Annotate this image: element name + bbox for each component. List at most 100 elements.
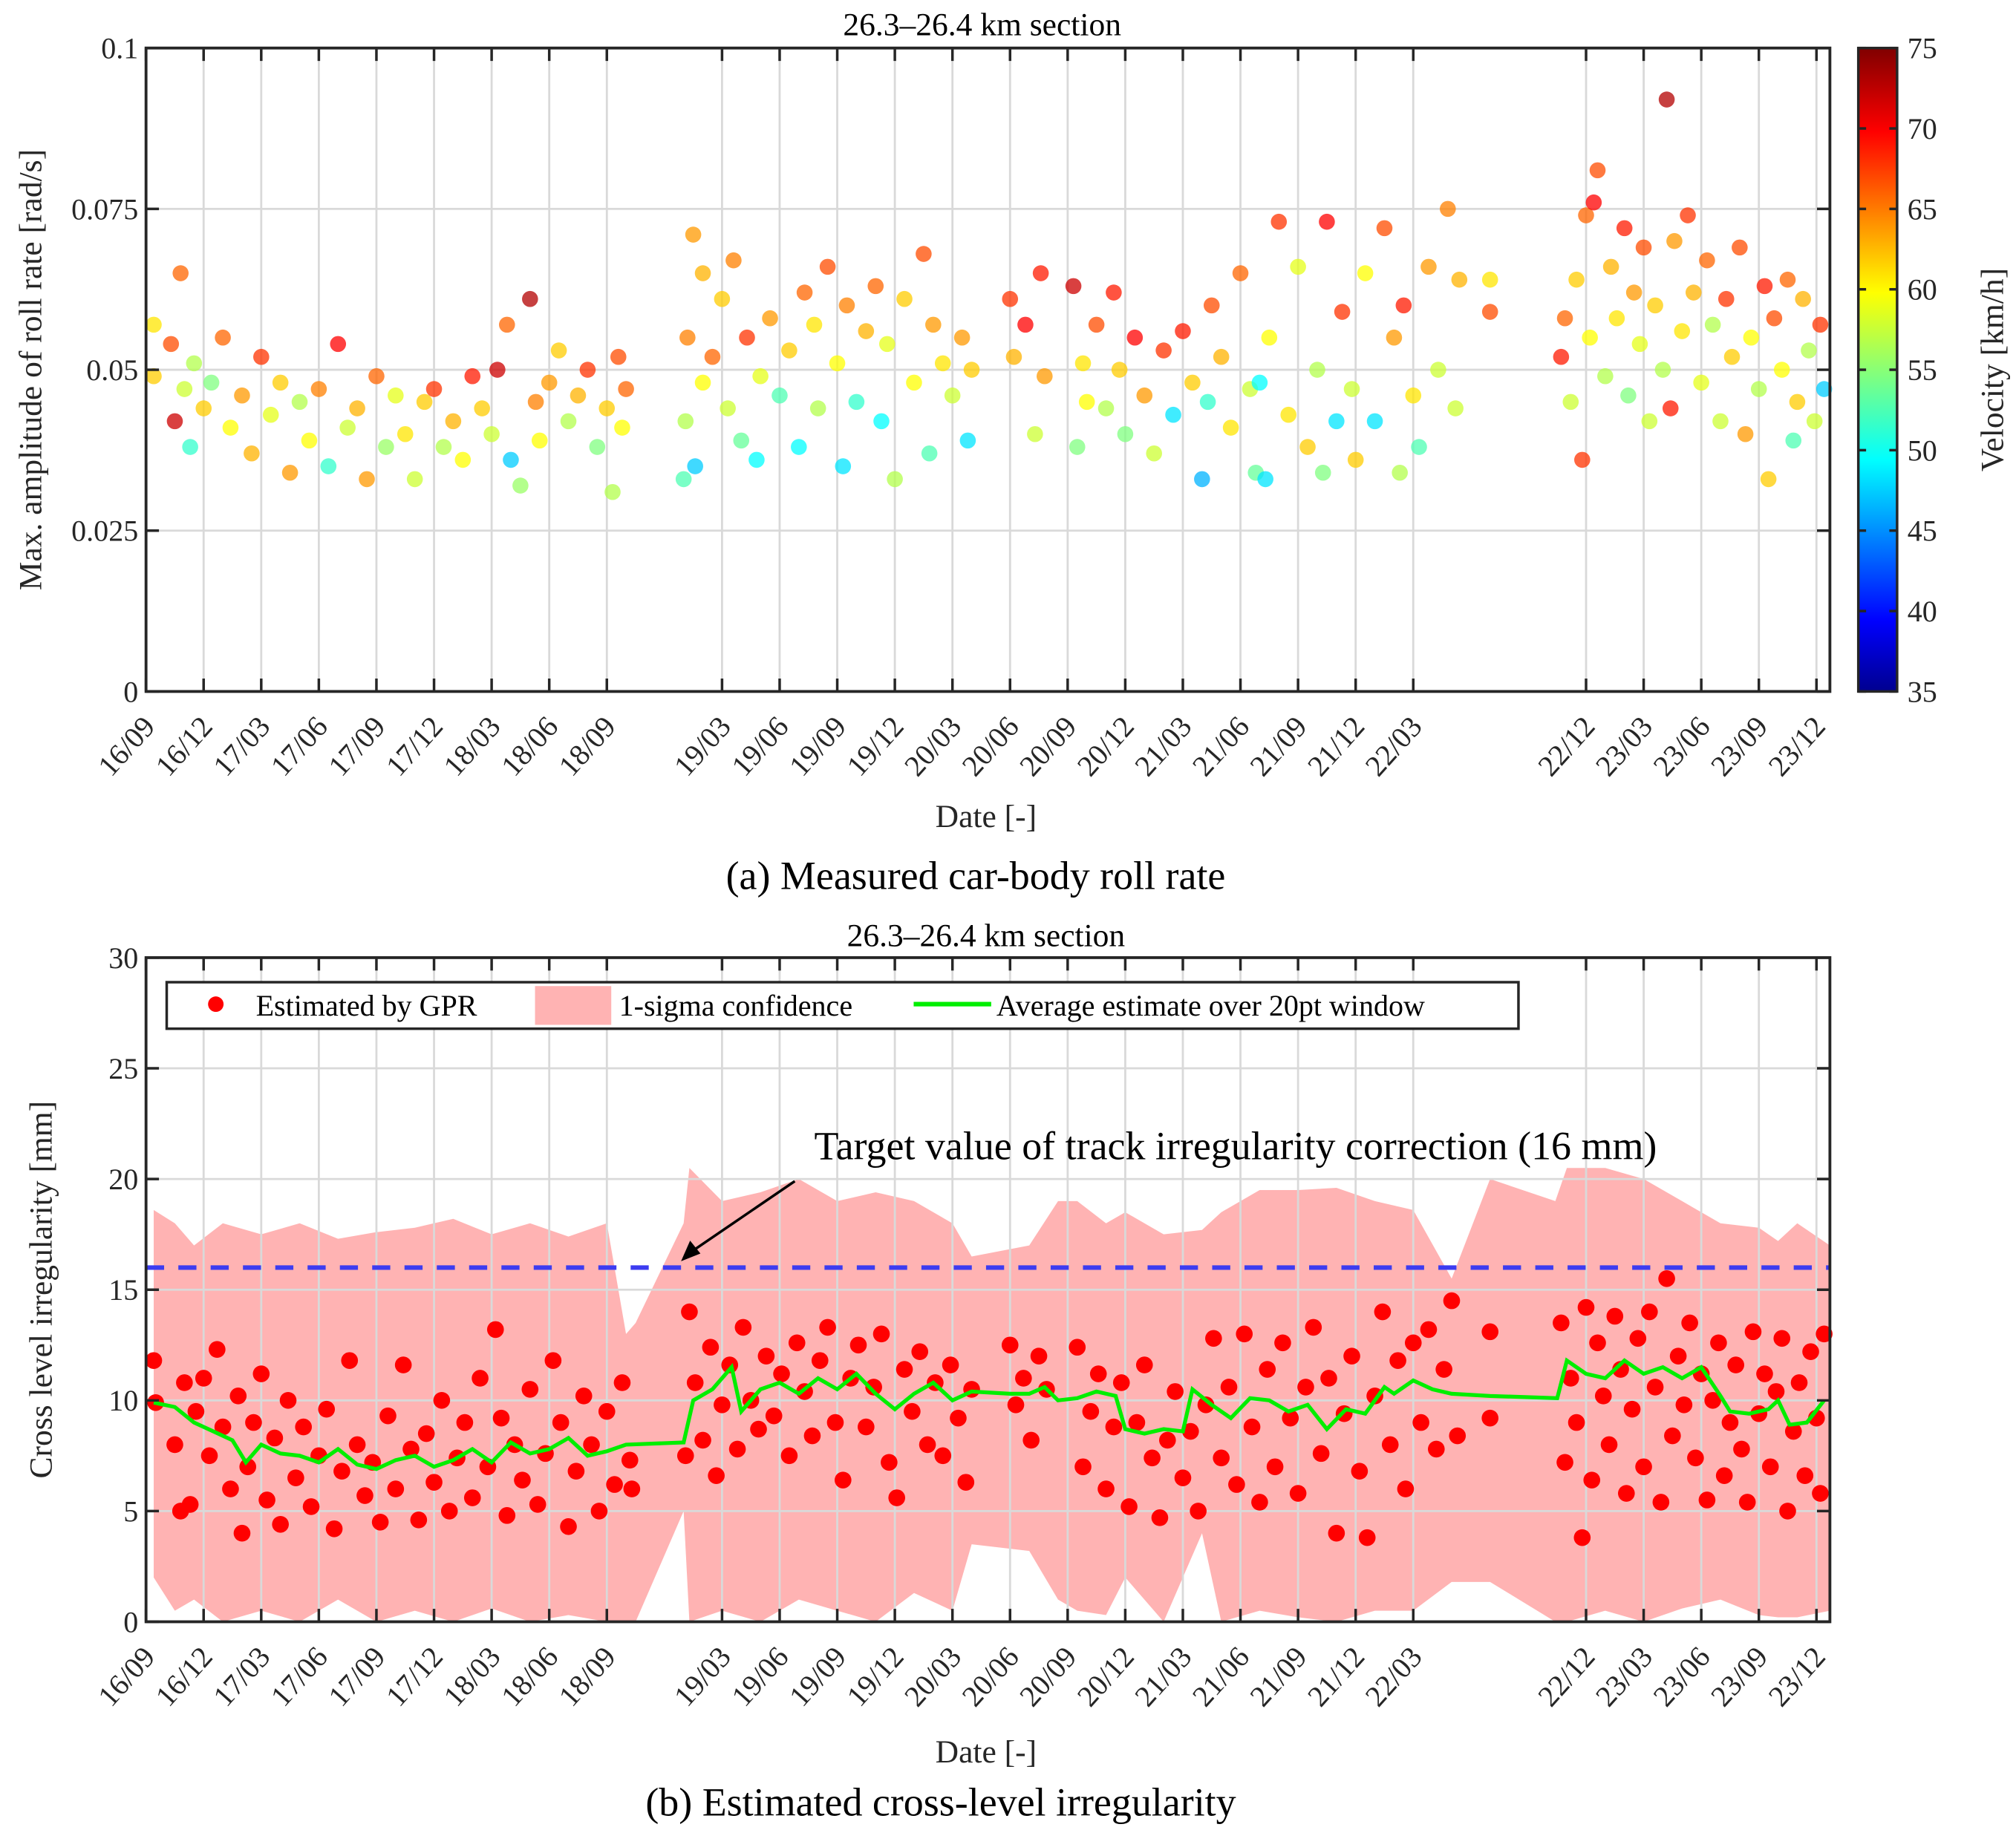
roll-rate-point <box>498 316 515 333</box>
gpr-point <box>819 1318 836 1336</box>
gpr-point <box>702 1339 720 1356</box>
x-tick-label: 17/03 <box>206 1640 276 1713</box>
roll-rate-point <box>806 316 823 333</box>
gpr-point <box>410 1512 428 1529</box>
roll-rate-point <box>1309 362 1325 378</box>
gpr-point <box>387 1480 405 1497</box>
roll-rate-point <box>1257 471 1273 488</box>
gpr-point <box>1481 1409 1499 1427</box>
gpr-point <box>229 1388 247 1405</box>
roll-rate-point <box>1222 419 1239 436</box>
y-tick-label: 0.05 <box>86 353 138 387</box>
gpr-point <box>1243 1418 1261 1436</box>
gpr-point <box>1213 1449 1230 1467</box>
gpr-point <box>1251 1494 1268 1511</box>
roll-rate-point <box>1766 310 1783 327</box>
x-tick-label: 20/09 <box>1013 710 1083 782</box>
roll-rate-point <box>1704 316 1721 333</box>
gpr-point <box>394 1356 412 1373</box>
roll-rate-point <box>944 387 961 404</box>
gpr-point <box>1427 1440 1445 1458</box>
roll-rate-point <box>819 258 836 275</box>
gpr-point <box>728 1440 746 1458</box>
gpr-point <box>272 1515 289 1533</box>
colorbar-tick-label: 70 <box>1908 112 1937 146</box>
x-tick-label: 20/03 <box>898 1640 968 1713</box>
roll-rate-point <box>873 413 890 430</box>
gpr-point <box>1343 1347 1360 1365</box>
roll-rate-point <box>835 458 852 474</box>
roll-rate-point <box>1002 290 1019 307</box>
gpr-point <box>1784 1422 1802 1440</box>
gpr-point <box>834 1471 852 1488</box>
roll-rate-point <box>610 348 627 365</box>
roll-rate-point <box>1666 232 1683 249</box>
y-tick-label: 0.1 <box>101 32 138 65</box>
roll-rate-point <box>1366 413 1383 430</box>
gpr-point <box>1790 1374 1808 1391</box>
roll-rate-point <box>215 329 231 346</box>
roll-rate-point <box>368 367 385 385</box>
roll-rate-point <box>1261 329 1278 346</box>
roll-rate-point <box>1097 400 1115 416</box>
roll-rate-point <box>934 355 951 372</box>
colorbar-tick-label: 65 <box>1908 192 1937 226</box>
y-tick-label: 0.025 <box>71 514 138 548</box>
x-tick-label: 21/12 <box>1301 710 1371 782</box>
roll-rate-point <box>733 432 750 449</box>
roll-rate-point <box>1347 451 1364 468</box>
roll-rate-point <box>579 362 596 378</box>
roll-rate-point <box>234 387 250 404</box>
roll-rate-point <box>906 374 922 391</box>
annotation-arrow <box>681 1180 796 1261</box>
gpr-point <box>266 1429 284 1447</box>
roll-rate-point <box>1074 355 1092 372</box>
roll-rate-point <box>339 419 356 436</box>
gpr-point <box>1397 1480 1415 1497</box>
roll-rate-point <box>320 458 337 474</box>
roll-rate-point <box>614 419 630 436</box>
roll-rate-point <box>1779 271 1796 288</box>
roll-rate-point <box>1712 413 1729 430</box>
gpr-point <box>1779 1503 1796 1520</box>
gpr-point <box>492 1409 510 1427</box>
y-tick-label: 10 <box>108 1384 138 1417</box>
roll-rate-point <box>896 290 913 307</box>
roll-rate-point <box>1743 329 1760 346</box>
roll-rate-point <box>483 425 500 442</box>
x-tick-label: 17/09 <box>322 710 391 782</box>
roll-rate-point <box>531 432 548 449</box>
roll-rate-point <box>301 432 318 449</box>
gpr-point <box>1646 1379 1664 1396</box>
gpr-point <box>222 1480 239 1497</box>
roll-rate-point <box>489 362 506 378</box>
roll-rate-point <box>677 413 694 430</box>
gpr-point <box>200 1447 218 1465</box>
gpr-point <box>1629 1330 1647 1347</box>
x-tick-label: 23/03 <box>1589 1640 1659 1713</box>
x-tick-label: 16/12 <box>149 1640 218 1713</box>
roll-rate-point <box>1582 329 1598 346</box>
roll-rate-point <box>1631 336 1648 353</box>
y-tick-label: 30 <box>108 941 138 975</box>
y-tick-label: 15 <box>108 1273 138 1307</box>
gpr-point <box>773 1365 790 1382</box>
gpr-point <box>402 1440 420 1458</box>
roll-rate-point <box>1117 425 1134 442</box>
roll-rate-point <box>186 355 203 372</box>
roll-rate-point <box>694 265 711 281</box>
moving-average-line <box>153 1357 1826 1471</box>
gpr-point <box>1658 1269 1675 1287</box>
roll-rate-point <box>1280 406 1296 423</box>
roll-rate-point <box>570 387 587 404</box>
roll-rate-point <box>1756 278 1773 295</box>
roll-rate-point <box>560 413 577 430</box>
roll-rate-point <box>406 471 423 488</box>
gpr-point <box>826 1414 844 1431</box>
x-tick-label: 19/03 <box>668 1640 737 1713</box>
gpr-point <box>1282 1409 1299 1427</box>
roll-rate-point <box>1773 362 1790 378</box>
roll-rate-point <box>916 246 932 262</box>
chart-title-a: 26.3–26.4 km section <box>843 7 1121 42</box>
gpr-point <box>1082 1402 1100 1420</box>
